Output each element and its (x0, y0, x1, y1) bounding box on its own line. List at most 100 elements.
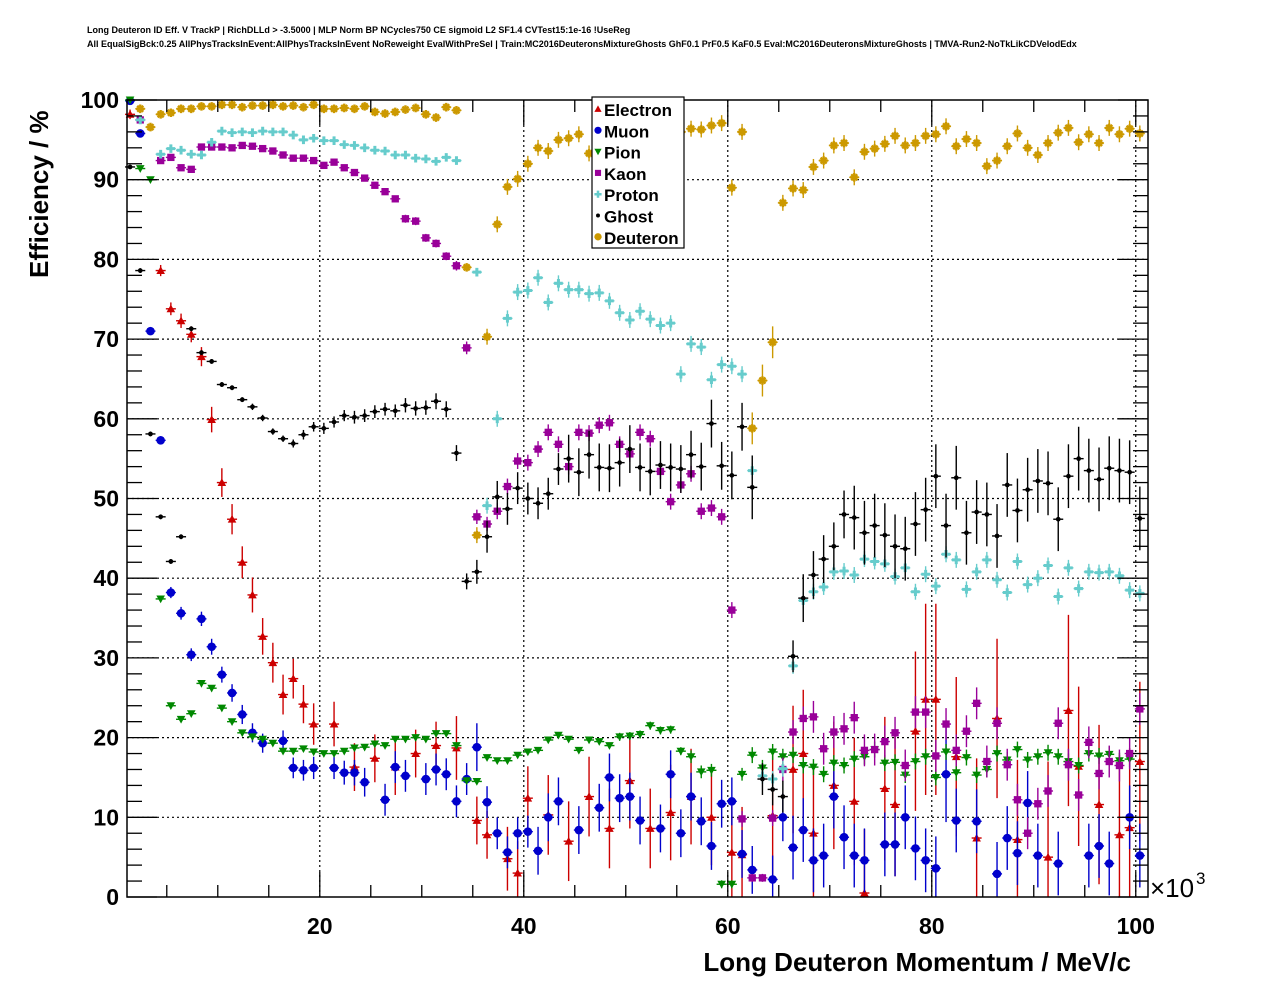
marker-cross (1125, 585, 1134, 595)
data-point (145, 431, 156, 437)
data-point (410, 734, 421, 742)
marker-triangle-down (839, 762, 849, 770)
data-point (859, 734, 870, 767)
data-point (441, 758, 452, 791)
marker-star (931, 129, 941, 139)
y-tick-label: 0 (106, 884, 119, 910)
data-point (543, 424, 554, 441)
marker-triangle-down (941, 748, 951, 757)
marker-diamond (454, 450, 459, 456)
marker-cross (819, 582, 828, 592)
data-point (767, 326, 778, 359)
marker-triangle-up (890, 800, 900, 808)
marker-circle (625, 792, 635, 801)
marker-square (983, 757, 991, 766)
data-point (237, 729, 248, 738)
marker-triangle-down (268, 739, 278, 748)
data-point (971, 687, 982, 720)
data-point (410, 153, 421, 163)
data-point (1053, 707, 1064, 740)
data-point (135, 115, 146, 125)
data-point (145, 122, 156, 132)
data-point (216, 126, 227, 136)
marker-triangle-down (278, 747, 288, 756)
data-point (1104, 745, 1115, 778)
marker-triangle-down (788, 751, 798, 760)
marker-cross (1033, 573, 1043, 583)
data-point (981, 745, 992, 778)
data-point (665, 315, 676, 332)
data-point (329, 701, 340, 747)
marker-star (1074, 137, 1083, 147)
marker-star (686, 124, 696, 133)
marker-square (830, 728, 838, 736)
marker-diamond (1076, 456, 1082, 462)
data-point (879, 503, 890, 568)
data-point (961, 131, 972, 148)
marker-star (299, 102, 308, 112)
data-point (502, 310, 513, 327)
marker-circle (309, 763, 318, 773)
marker-circle (890, 840, 900, 849)
data-point (359, 174, 370, 182)
marker-circle (768, 875, 777, 884)
data-point (135, 129, 146, 138)
data-point (686, 120, 697, 137)
data-point (563, 434, 574, 483)
data-point (1063, 444, 1074, 509)
marker-diamond (749, 484, 755, 490)
data-point (818, 823, 829, 888)
marker-star (523, 159, 533, 169)
marker-circle (207, 642, 216, 652)
marker-diamond (729, 473, 735, 478)
data-point (1043, 135, 1054, 152)
legend-marker-triangle-up (594, 105, 602, 112)
data-point (533, 269, 544, 286)
marker-triangle-down (360, 743, 369, 752)
data-point (1073, 757, 1084, 774)
marker-square (279, 151, 287, 159)
marker-triangle-up (248, 590, 257, 599)
data-point (1124, 737, 1135, 770)
marker-circle (135, 129, 145, 138)
data-point (522, 155, 533, 172)
data-point (512, 841, 523, 897)
marker-star (1125, 124, 1134, 133)
marker-triangle-down (411, 734, 420, 742)
data-point (186, 149, 197, 159)
data-point (930, 444, 941, 509)
marker-star (1104, 123, 1114, 133)
marker-square (350, 168, 359, 177)
data-point (747, 845, 758, 894)
marker-triangle-down (911, 758, 920, 766)
data-point (737, 810, 748, 827)
data-point (553, 777, 564, 826)
data-point (247, 128, 258, 137)
marker-triangle-down (768, 748, 777, 757)
marker-cross (1104, 567, 1114, 577)
data-point (471, 509, 482, 525)
data-point (522, 454, 533, 471)
marker-triangle-down (176, 715, 186, 724)
marker-circle (615, 793, 624, 803)
data-point (216, 704, 227, 713)
marker-square (177, 164, 185, 172)
marker-cross (717, 360, 726, 369)
marker-cross (472, 267, 482, 277)
marker-diamond (668, 465, 674, 470)
marker-star (941, 122, 951, 131)
marker-diamond (1055, 516, 1061, 522)
marker-square (1023, 829, 1032, 837)
marker-diamond (760, 776, 765, 782)
marker-circle (798, 825, 808, 835)
data-point (941, 118, 952, 135)
data-point (533, 441, 544, 458)
data-point (665, 750, 676, 799)
marker-cross (1013, 557, 1022, 566)
data-point (971, 767, 982, 784)
data-point (482, 754, 493, 762)
marker-square (799, 714, 807, 723)
data-point (553, 731, 564, 740)
data-point (155, 514, 166, 520)
data-point (604, 444, 615, 493)
